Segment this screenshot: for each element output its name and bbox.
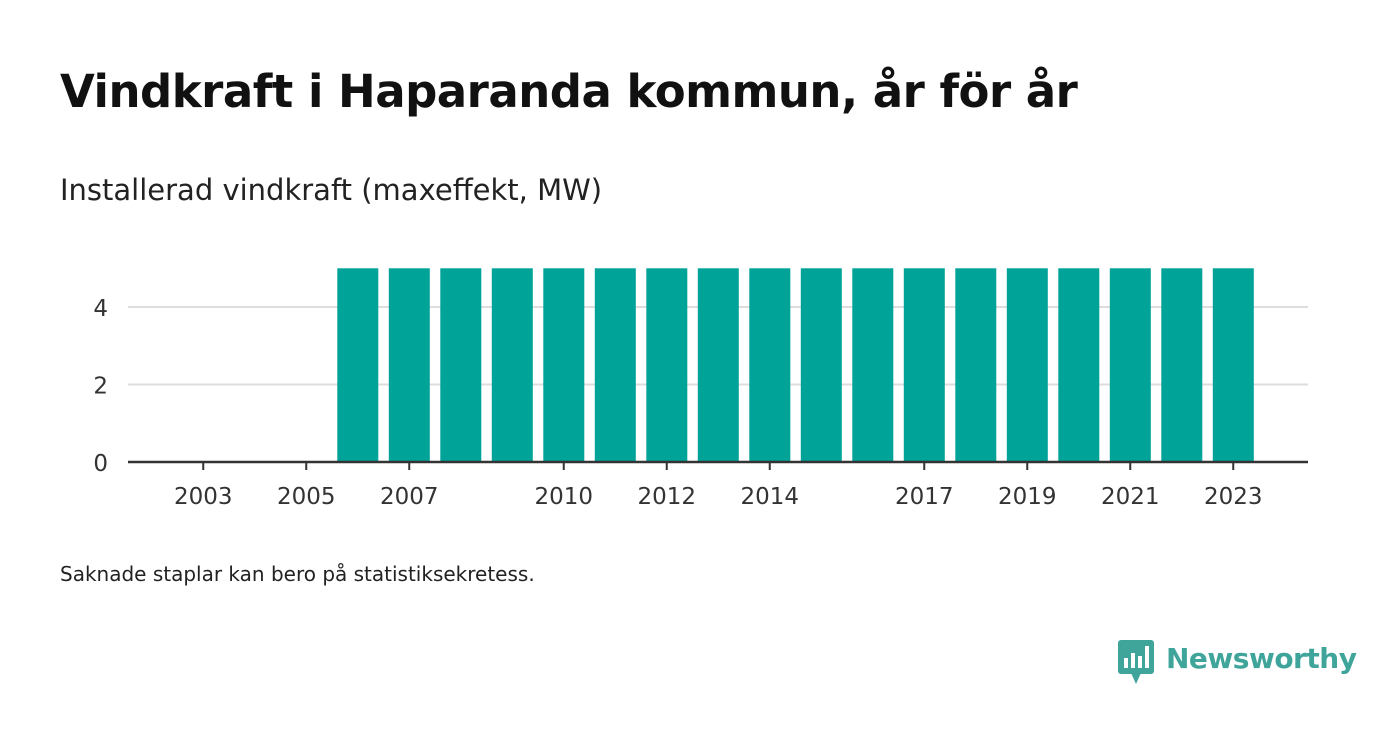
x-tick-label-2019: 2019 [998,484,1057,510]
y-tick-label-2: 2 [93,374,108,400]
x-tick-label-2007: 2007 [380,484,439,510]
bar-2011 [594,268,636,463]
bar-2013 [697,268,739,463]
bar-2008 [440,268,482,463]
bar-2023 [1212,268,1254,463]
bar-2010 [543,268,585,463]
bar-2017 [903,268,945,463]
y-axis-labels: 0 2 4 [93,296,108,477]
chart-title: Vindkraft i Haparanda kommun, år för år [60,65,1078,118]
bar-2015 [800,268,842,463]
bar-2012 [646,268,688,463]
x-tick-label-2012: 2012 [637,484,696,510]
x-tick-label-2017: 2017 [895,484,954,510]
bar-2022 [1161,268,1203,463]
x-tick-label-2023: 2023 [1204,484,1263,510]
x-tick-label-2014: 2014 [740,484,799,510]
bar-2006 [337,268,379,463]
brand-name: Newsworthy [1166,642,1357,675]
bar-2009 [491,268,533,463]
y-tick-label-0: 0 [93,451,108,477]
bar-chart-speech-bubble-icon [1118,640,1154,684]
bar-2007 [388,268,430,463]
y-tick-label-4: 4 [93,296,108,322]
bar-2019 [1006,268,1048,463]
bars [337,268,1254,463]
bar-2021 [1109,268,1151,463]
x-tick-label-2010: 2010 [534,484,593,510]
x-axis-ticks: 2003 2005 2007 2010 2012 2014 2017 2019 2021 2023 [174,462,1263,510]
x-tick-label-2005: 2005 [277,484,336,510]
newsworthy-logo: Newsworthy [1118,640,1357,688]
bar-2016 [852,268,894,463]
x-tick-label-2021: 2021 [1101,484,1160,510]
bar-2014 [749,268,791,463]
chart-subtitle: Installerad vindkraft (maxeffekt, MW) [60,173,603,207]
x-tick-label-2003: 2003 [174,484,233,510]
bar-2020 [1058,268,1100,463]
bar-2018 [955,268,997,463]
footnote: Saknade staplar kan bero på statistiksek… [60,562,535,586]
